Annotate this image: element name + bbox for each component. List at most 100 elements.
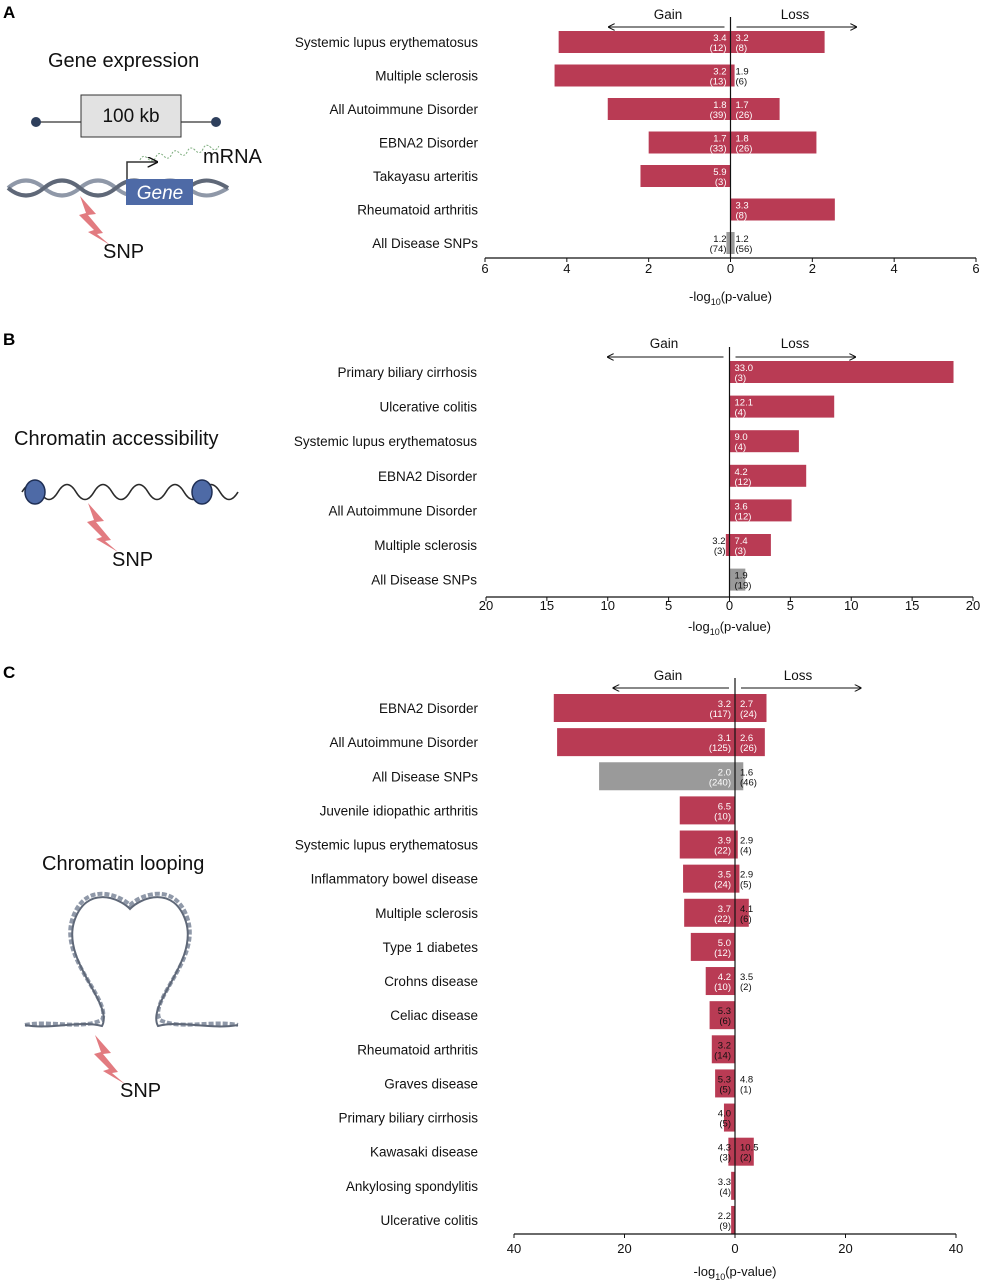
category-label: Systemic lupus erythematosus [295,838,478,853]
gain-bar [726,232,731,254]
loss-bar [735,898,749,927]
scale-box [80,94,182,138]
x-tick-label: 20 [838,1241,852,1256]
gain-count-label: (24) [714,880,731,891]
loss-bar [730,131,817,154]
loss-value-label: 12.1 [735,398,754,409]
loss-bar [735,694,767,722]
scale-label: 100 kb [102,106,159,127]
loss-bar [729,534,771,556]
gain-bar [679,830,735,859]
x-tick-label: 6 [972,261,979,276]
x-tick-label: 0 [727,261,734,276]
loss-bar [729,361,954,383]
gain-count-label: (10) [714,811,731,822]
x-axis-title: -log10(p-value) [688,619,771,637]
loss-count-label: (6) [736,77,748,88]
loss-bar [730,31,825,53]
gain-bar [711,1035,735,1064]
x-tick-label: 5 [665,598,672,613]
category-label: Kawasaki disease [370,1145,478,1160]
gain-bar [684,898,735,927]
loss-bar [729,568,746,591]
gain-value-label: 5.9 [713,167,726,178]
loss-count-label: (8) [736,211,748,222]
gain-value-label: 2.2 [718,1211,731,1222]
loss-count-label: (2) [740,982,752,993]
loss-bar [729,499,792,522]
category-label: All Autoimmune Disorder [329,735,478,750]
tss-arrow [126,162,157,179]
snp-lightning-icon [79,196,110,245]
loss-label: Loss [781,336,810,351]
nucleosome-right-icon [191,479,213,505]
loss-count-label: (4) [740,846,752,857]
gain-value-label: 3.4 [713,33,726,44]
category-label: All Disease SNPs [372,236,478,251]
category-label: Juvenile idiopathic arthritis [320,803,479,818]
scale-bar-left-dot [31,117,41,127]
gain-bar [728,1137,735,1166]
gene-box [126,179,193,205]
chromatin-looping-title: Chromatin looping [42,853,204,875]
loss-count-label: (2) [740,1153,752,1164]
gain-bar [553,694,735,722]
gain-count-label: (22) [714,846,731,857]
gain-value-label: 3.5 [718,870,731,881]
gain-count-label: (9) [719,1221,731,1232]
category-label: Ankylosing spondylitis [346,1179,478,1194]
chromatin-accessibility-title: Chromatin accessibility [14,428,219,450]
gain-value-label: 4.0 [718,1109,731,1120]
snp-lightning-icon [94,1035,125,1084]
gain-bar [723,1103,735,1132]
loss-bar [729,464,807,487]
category-label: Multiple sclerosis [375,69,478,84]
x-axis-title: -log10(p-value) [694,1264,777,1280]
gain-value-label: 6.5 [718,801,731,812]
category-label: Multiple sclerosis [374,538,477,553]
nucleosome-left-icon [24,479,46,505]
gain-count-label: (12) [714,948,731,959]
gain-value-label: 3.2 [718,699,731,710]
panel-letter-a: A [3,3,15,22]
category-label: Inflammatory bowel disease [311,872,478,887]
loss-count-label: (8) [736,43,748,54]
x-tick-label: 15 [540,598,554,613]
category-label: All Autoimmune Disorder [328,503,477,518]
x-tick-label: 10 [844,598,858,613]
gain-count-label: (5) [719,1119,731,1130]
gain-count-label: (117) [710,709,731,720]
loss-bar [730,98,780,120]
gain-bar [725,534,730,556]
snp-label: SNP [120,1080,161,1102]
x-tick-label: 40 [949,1241,963,1256]
loss-value-label: 3.3 [736,201,749,212]
loss-bar [729,430,799,453]
loss-value-label: 10.5 [740,1143,759,1154]
x-tick-label: 20 [617,1241,631,1256]
gain-count-label: (74) [710,244,727,255]
loss-bar [730,232,735,254]
gain-bar [705,967,735,996]
gain-value-label: 4.2 [718,972,731,983]
loss-bar [730,198,835,221]
loss-value-label: 1.2 [736,234,749,245]
gain-bar [599,762,735,791]
loss-bar [729,395,835,418]
loss-value-label: 1.6 [740,767,753,778]
gain-count-label: (33) [710,144,727,155]
loss-count-label: (12) [735,477,752,488]
category-label: Takayasu arteritis [373,169,478,184]
gain-count-label: (3) [715,177,727,188]
loss-value-label: 4.2 [735,467,748,478]
gain-bar [558,31,731,53]
gain-value-label: 1.7 [713,134,726,145]
gain-value-label: 3.2 [712,536,725,547]
category-label: Rheumatoid arthritis [357,203,478,218]
gain-count-label: (4) [719,1187,731,1198]
snp-lightning-icon [87,503,118,552]
loss-bar [735,1137,754,1166]
panel-letter-c: C [3,663,15,682]
loss-value-label: 3.5 [740,972,753,983]
